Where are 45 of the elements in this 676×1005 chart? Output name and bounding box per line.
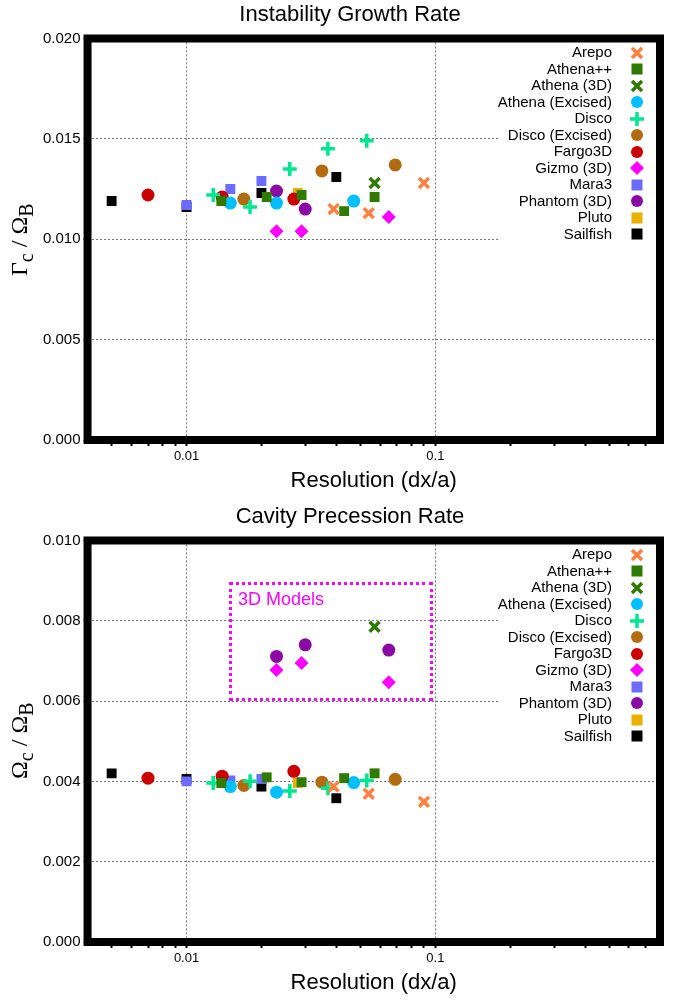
legend-label: Disco <box>574 611 612 629</box>
y-tick-label: 0.015 <box>42 128 81 146</box>
chart-title: Instability Growth Rate <box>239 1 461 27</box>
x-axis-title: Resolution (dx/a) <box>290 466 457 492</box>
legend-label: Fargo3D <box>553 142 612 160</box>
legend-label: Sailfish <box>563 726 612 745</box>
y-tick-label: 0.010 <box>42 229 81 247</box>
legend-label: Athena++ <box>546 561 612 580</box>
legend-label: Mara3 <box>569 677 612 695</box>
y-tick-label: 0.020 <box>42 28 81 46</box>
legend-label: Athena (Excised) <box>497 594 612 613</box>
legend-label: Arepo <box>571 43 612 61</box>
y-tick-label: 0.005 <box>42 329 81 347</box>
legend-label: Athena (3D) <box>531 76 612 94</box>
annotation: 3D Models <box>237 589 324 610</box>
legend-label: Athena++ <box>546 59 612 78</box>
x-tick-label: 0.1 <box>426 950 445 966</box>
y-tick-label: 0.008 <box>42 610 81 628</box>
legend-label: Arepo <box>571 545 612 563</box>
y-tick-label: 0.002 <box>42 851 81 869</box>
y-tick-label: 0.010 <box>42 530 81 548</box>
legend-label: Athena (Excised) <box>497 92 612 111</box>
legend-label: Athena (3D) <box>531 578 612 596</box>
dotted-frame: 3D Models <box>228 582 434 701</box>
legend-label: Disco (Excised) <box>507 627 612 646</box>
x-tick-label: 0.1 <box>426 448 445 464</box>
legend-label: Disco (Excised) <box>507 125 612 144</box>
legend-label: Phantom (3D) <box>518 191 612 210</box>
legend-label: Pluto <box>577 208 612 226</box>
legend-label: Mara3 <box>569 175 612 193</box>
legend-label: Gizmo (3D) <box>535 660 612 679</box>
legend-label: Disco <box>574 109 612 127</box>
legend-label: Sailfish <box>563 224 612 243</box>
x-tick-label: 0.01 <box>173 950 200 966</box>
y-tick-label: 0.006 <box>42 691 81 709</box>
legend-label: Pluto <box>577 710 612 728</box>
legend-label: Gizmo (3D) <box>535 158 612 177</box>
chart-title: Cavity Precession Rate <box>235 503 465 529</box>
y-tick-label: 0.000 <box>42 932 81 950</box>
legend-label: Fargo3D <box>553 644 612 662</box>
y-tick-label: 0.004 <box>42 771 81 789</box>
x-tick-label: 0.01 <box>173 448 200 464</box>
legend-label: Phantom (3D) <box>518 693 612 712</box>
x-axis-title: Resolution (dx/a) <box>290 968 457 994</box>
y-tick-label: 0.000 <box>42 430 81 448</box>
